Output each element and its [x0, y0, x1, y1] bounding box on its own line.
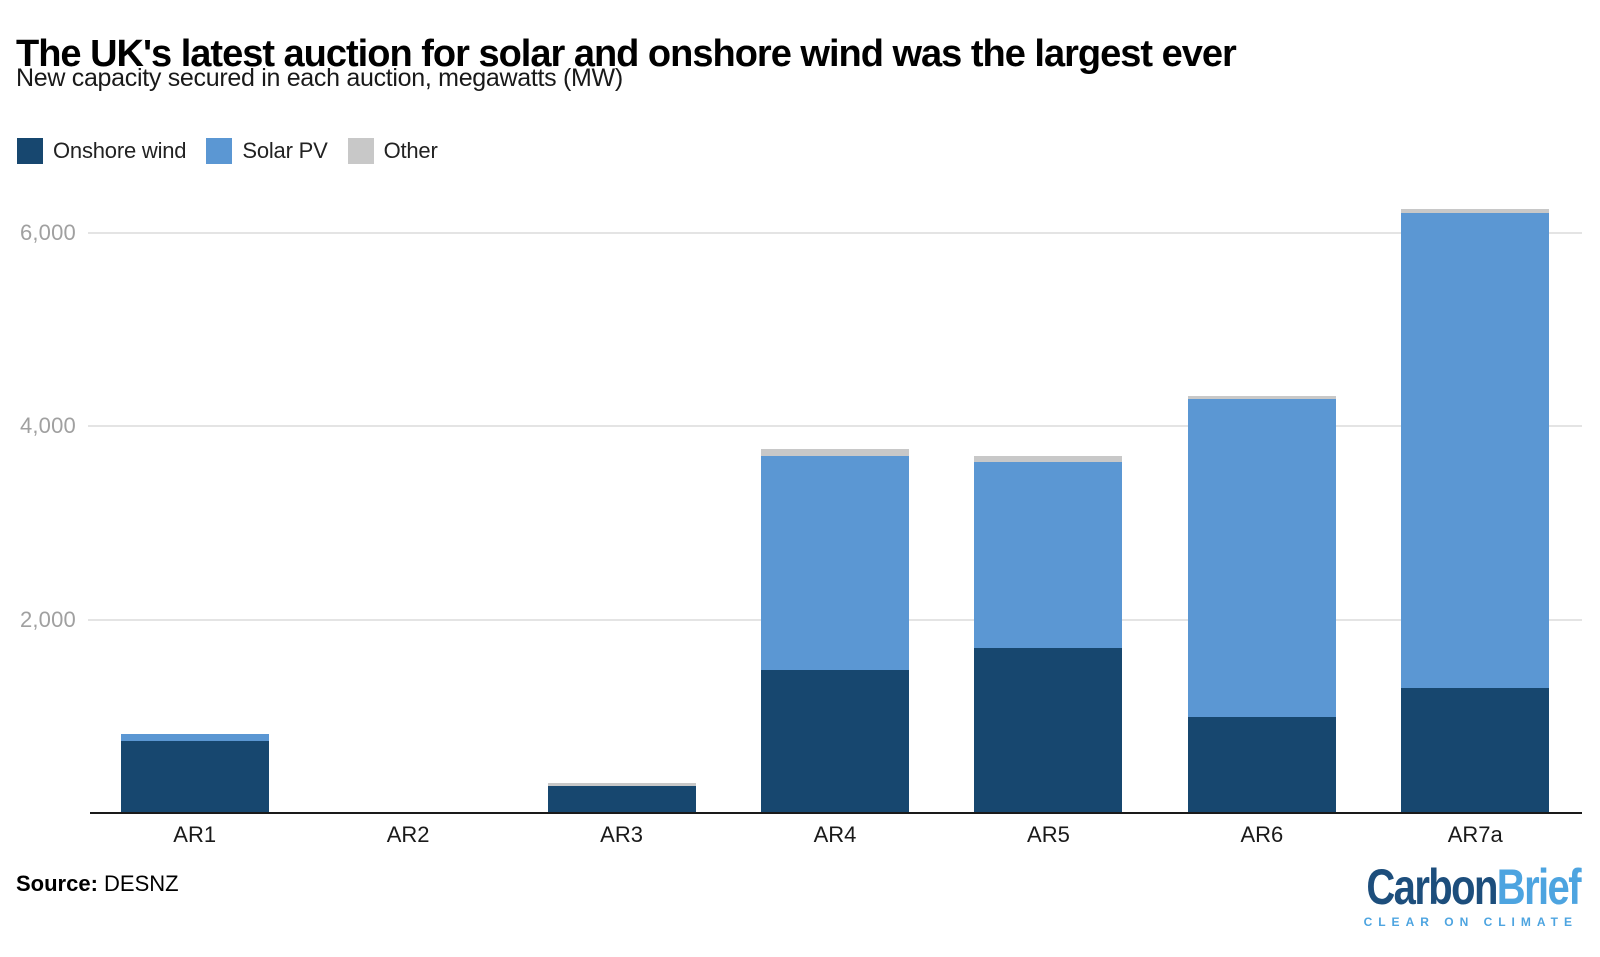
gridline-4000 [88, 425, 1582, 428]
x-axis-tick-label-ar6: AR6 [1240, 822, 1284, 847]
carbonbrief-logo-wordmark: CarbonBrief [1366, 859, 1582, 915]
x-axis-tick-label-ar7a: AR7a [1447, 822, 1503, 847]
chart-subtitle: New capacity secured in each auction, me… [16, 64, 623, 92]
bar-segment-ar3-onshore-wind [547, 786, 696, 813]
source-label: Source: [16, 871, 98, 896]
logo-tagline: CLEAR ON CLIMATE [1363, 915, 1578, 929]
bar-segment-ar1-solar-pv [120, 733, 269, 741]
bar-segment-ar6-other [1187, 396, 1336, 400]
x-axis-line [90, 812, 1582, 814]
bar-segment-ar4-onshore-wind [761, 669, 909, 813]
bar-segment-ar7a-onshore-wind [1401, 687, 1550, 813]
bar-segment-ar4-other [761, 448, 909, 457]
x-axis-tick-label-ar5: AR5 [1027, 822, 1070, 847]
bar-segment-ar5-onshore-wind [974, 648, 1123, 813]
x-axis-tick-label-ar1: AR1 [173, 822, 217, 847]
bar-segment-ar7a-solar-pv [1401, 213, 1550, 688]
x-axis-tick-label-ar3: AR3 [600, 822, 643, 847]
bar-segment-ar5-solar-pv [974, 461, 1123, 649]
bar-segment-ar4-solar-pv [761, 456, 909, 670]
source-note: Source: DESNZ [16, 871, 179, 897]
x-axis-tick-label-ar2: AR2 [386, 822, 430, 847]
bar-segment-ar5-other [974, 455, 1123, 462]
bar-segment-ar6-onshore-wind [1187, 717, 1336, 813]
legend-swatch [17, 138, 43, 164]
bar-chart-plot-area: 2,000 4,000 6,000 AR1 AR2 AR3 AR4 AR5 AR6 AR7a [19, 208, 1582, 847]
bar-segment-ar1-onshore-wind [120, 740, 269, 813]
legend: Onshore wind Solar PV Other [17, 138, 458, 164]
source-value: DESNZ [104, 871, 179, 896]
legend-item-onshore-wind: Onshore wind [17, 138, 187, 164]
legend-swatch [206, 138, 233, 164]
legend-label: Onshore wind [53, 138, 187, 163]
logo-carbon-text: Carbon [1366, 859, 1498, 915]
x-axis-tick-label-ar4: AR4 [813, 822, 857, 847]
y-axis-tick-label: 2,000 [19, 606, 76, 632]
legend-item-solar-pv: Solar PV [206, 138, 328, 164]
y-axis-tick-label: 6,000 [19, 220, 76, 246]
carbonbrief-logo: CarbonBrief CLEAR ON CLIMATE [1313, 859, 1582, 929]
gridline-6000 [88, 232, 1582, 235]
legend-label: Other [383, 138, 438, 163]
logo-brief-text: Brief [1496, 859, 1582, 915]
legend-swatch [347, 138, 374, 164]
chart-title: The UK's latest auction for solar and on… [16, 33, 1237, 76]
legend-label: Solar PV [242, 138, 328, 163]
bar-segment-ar6-solar-pv [1187, 399, 1336, 718]
bar-segment-ar7a-other [1401, 208, 1550, 214]
legend-item-other: Other [347, 138, 438, 164]
y-axis-tick-label: 4,000 [19, 413, 76, 439]
bar-segment-ar3-other [547, 783, 696, 787]
